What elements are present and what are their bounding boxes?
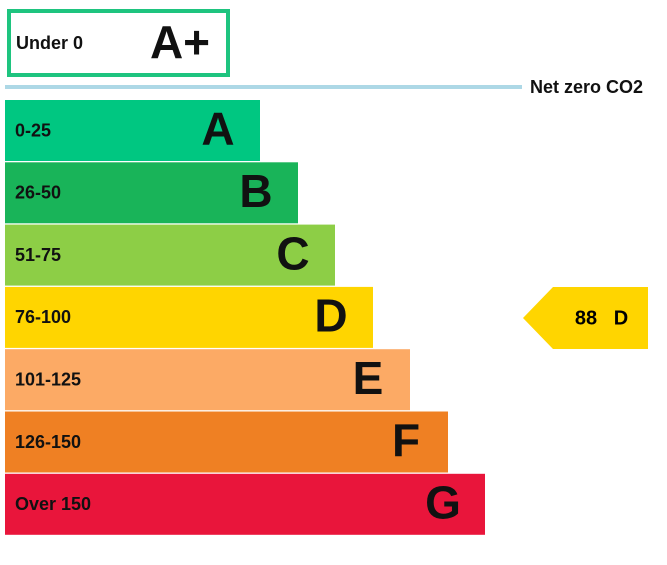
band-letter: A [201, 103, 234, 155]
band-range: 0-25 [15, 120, 51, 140]
band-letter: E [353, 352, 384, 404]
band-range: 51-75 [15, 245, 61, 265]
band-bar [5, 411, 448, 473]
band-letter: D [314, 290, 347, 342]
band-range: 126-150 [15, 432, 81, 452]
band-range: Over 150 [15, 494, 91, 514]
band-bar [5, 473, 485, 535]
net-zero-label: Net zero CO2 [530, 77, 643, 97]
band-bar [5, 224, 335, 286]
band-letter: B [239, 165, 272, 217]
band-bar [5, 162, 298, 224]
band-bar [5, 349, 410, 411]
band-letter: G [425, 476, 461, 528]
band-range: 101-125 [15, 369, 81, 389]
current-letter: D [614, 307, 628, 329]
band-letter: C [276, 227, 309, 279]
band-bar [5, 286, 373, 348]
band-letter: F [392, 414, 420, 466]
top-band-box [7, 9, 230, 77]
top-band-range: Under 0 [16, 33, 83, 53]
band-bar [5, 100, 260, 161]
current-score: 88 [575, 307, 597, 329]
current-rating-arrow [523, 287, 648, 349]
band-range: 76-100 [15, 307, 71, 327]
band-range: 26-50 [15, 183, 61, 203]
top-band-letter: A+ [150, 16, 210, 68]
